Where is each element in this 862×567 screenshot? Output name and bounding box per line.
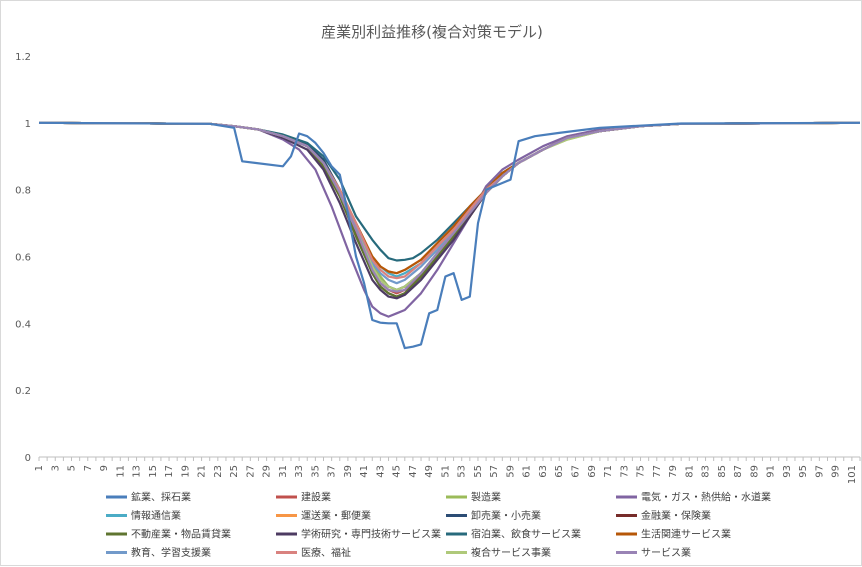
x-tick-label: 7 xyxy=(83,465,94,471)
x-tick-label: 1 xyxy=(34,465,45,471)
y-tick-label: 0 xyxy=(25,453,31,464)
x-tick-label: 61 xyxy=(522,465,533,478)
legend-label: 建設業 xyxy=(301,491,331,504)
x-tick-label: 31 xyxy=(278,465,289,478)
x-tick-label: 93 xyxy=(782,465,793,478)
y-tick-label: 1.2 xyxy=(15,52,31,63)
series-line-8 xyxy=(38,121,861,298)
x-tick-label: 17 xyxy=(164,465,175,478)
x-tick-label: 23 xyxy=(213,465,224,478)
x-tick-label: 5 xyxy=(67,465,78,471)
series-line-14 xyxy=(38,121,861,280)
x-tick-label: 77 xyxy=(652,465,663,478)
x-tick-label: 75 xyxy=(636,465,647,478)
x-tick-label: 37 xyxy=(327,465,338,478)
x-tick-label: 87 xyxy=(733,465,744,478)
x-tick-label: 99 xyxy=(831,465,842,478)
y-tick-label: 0.8 xyxy=(15,186,31,197)
x-tick-label: 33 xyxy=(294,465,305,478)
x-tick-label: 101 xyxy=(847,465,858,484)
x-tick-label: 91 xyxy=(766,465,777,478)
x-tick-label: 69 xyxy=(587,465,598,478)
x-tick-label: 15 xyxy=(148,465,159,478)
legend-label: 卸売業・小売業 xyxy=(471,509,541,522)
x-tick-label: 51 xyxy=(440,465,451,478)
x-tick-label: 79 xyxy=(668,465,679,478)
x-tick-label: 47 xyxy=(408,465,419,478)
legend-label: 情報通信業 xyxy=(131,509,181,522)
x-tick-label: 53 xyxy=(457,465,468,478)
x-tick-label: 81 xyxy=(684,465,695,478)
legend-label: 学術研究・専門技術サービス業 xyxy=(301,528,441,541)
series-line-9 xyxy=(38,121,861,298)
legend-label: 教育、学習支援業 xyxy=(131,546,211,559)
x-tick-label: 57 xyxy=(489,465,500,478)
y-tick-label: 0.4 xyxy=(15,319,31,330)
x-tick-label: 95 xyxy=(798,465,809,478)
x-tick-label: 19 xyxy=(180,465,191,478)
legend-label: 複合サービス事業 xyxy=(471,546,551,559)
x-tick-label: 73 xyxy=(619,465,630,478)
legend-label: 医療、福祉 xyxy=(301,546,351,559)
x-tick-label: 13 xyxy=(132,465,143,478)
x-tick-label: 41 xyxy=(359,465,370,478)
series-line-7 xyxy=(38,121,861,291)
series-line-1 xyxy=(38,121,861,350)
plot-area xyxy=(38,121,861,350)
x-tick-label: 49 xyxy=(424,465,435,478)
chart-title: 産業別利益推移(複合対策モデル) xyxy=(321,23,543,41)
legend-label: 製造業 xyxy=(471,491,501,504)
series-line-3 xyxy=(38,121,861,291)
x-tick-label: 9 xyxy=(99,465,110,471)
legend-label: 鉱業、採石業 xyxy=(131,491,191,504)
x-tick-label: 65 xyxy=(554,465,565,478)
x-tick-label: 35 xyxy=(310,465,321,478)
series-line-16 xyxy=(38,121,861,293)
legend-label: 金融業・保険業 xyxy=(641,509,711,522)
x-tick-label: 25 xyxy=(229,465,240,478)
y-tick-label: 1 xyxy=(25,119,31,130)
x-tick-label: 63 xyxy=(538,465,549,478)
x-tick-label: 11 xyxy=(115,465,126,478)
x-tick-label: 59 xyxy=(505,465,516,478)
x-tick-label: 21 xyxy=(197,465,208,478)
x-tick-label: 3 xyxy=(50,465,61,471)
series-line-5 xyxy=(38,121,861,278)
x-tick-label: 45 xyxy=(392,465,403,478)
legend-label: 運送業・郵便業 xyxy=(301,509,371,522)
legend-label: 生活関連サービス業 xyxy=(641,528,731,541)
x-axis: 1 3 5 7 9 11 13 15 17 19 21 23 25 27 29 31 33 35 37 39 41 43 4… xyxy=(34,456,861,484)
y-axis: 0 0.2 0.4 0.6 0.8 1 1.2 xyxy=(15,52,31,464)
legend-label: 宿泊業、飲食サービス業 xyxy=(471,528,581,541)
series-line-15 xyxy=(38,121,861,291)
y-tick-label: 0.6 xyxy=(15,253,31,264)
x-tick-label: 71 xyxy=(603,465,614,478)
legend-label: サービス業 xyxy=(641,546,691,559)
x-tick-label: 39 xyxy=(343,465,354,478)
x-tick-label: 67 xyxy=(570,465,581,478)
x-tick-label: 29 xyxy=(262,465,273,478)
x-tick-label: 27 xyxy=(245,465,256,478)
x-tick-label: 83 xyxy=(701,465,712,478)
series-line-2 xyxy=(38,121,861,295)
y-tick-label: 0.2 xyxy=(15,386,31,397)
x-tick-label: 43 xyxy=(375,465,386,478)
legend-label: 電気・ガス・熱供給・水道業 xyxy=(641,491,771,504)
legend-label: 不動産業・物品賃貸業 xyxy=(131,528,231,541)
series-line-4 xyxy=(38,121,861,318)
x-tick-label: 89 xyxy=(749,465,760,478)
x-tick-label: 85 xyxy=(717,465,728,478)
series-line-10 xyxy=(38,121,861,300)
x-tick-label: 97 xyxy=(814,465,825,478)
x-tick-label: 55 xyxy=(473,465,484,478)
series-line-13 xyxy=(38,121,861,285)
